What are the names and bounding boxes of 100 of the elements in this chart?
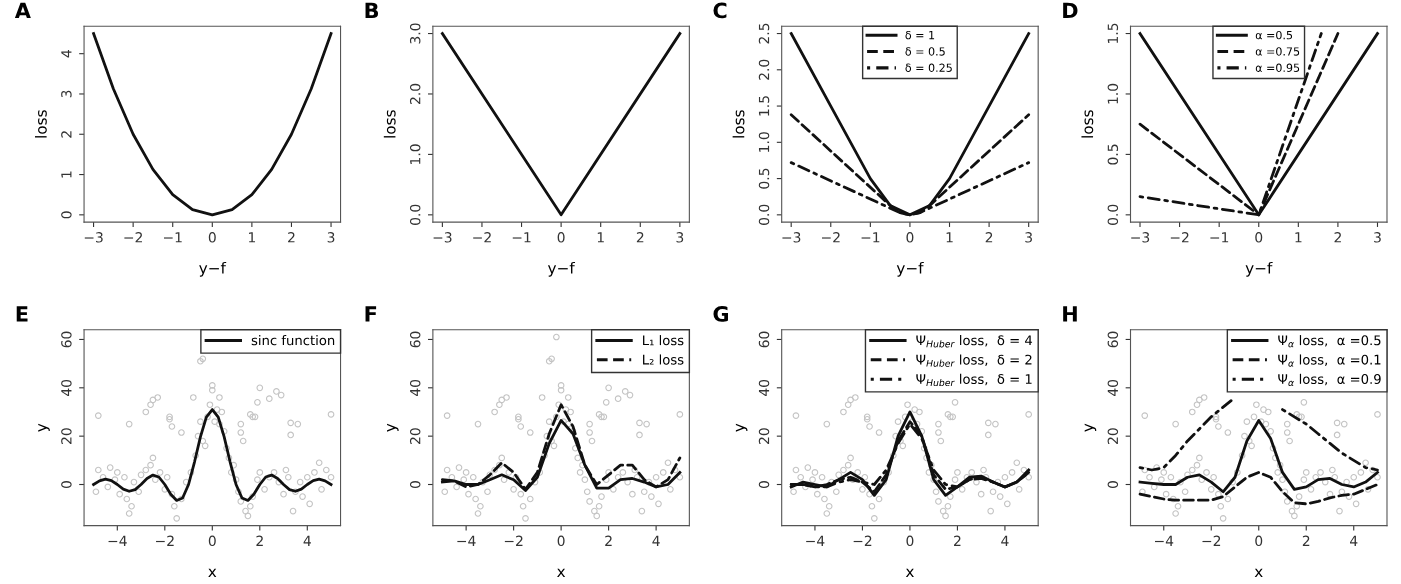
x-tick-label: −4	[108, 535, 127, 546]
x-tick-label: 4	[652, 535, 660, 546]
x-axis-title: x	[905, 568, 914, 578]
x-tick-label: 4	[1001, 535, 1009, 546]
x-tick-label: 0	[906, 232, 914, 243]
chart-title: A	[14, 2, 31, 19]
chart-title: H	[1063, 306, 1077, 322]
y-tick-label: 40	[409, 379, 421, 396]
x-tick-label: −3	[782, 232, 801, 243]
x-tick-label: −2	[1170, 232, 1189, 243]
y-axis-title: y	[387, 423, 399, 432]
legend-label: α =0.5	[1255, 30, 1293, 40]
y-tick-label: 0	[409, 481, 421, 489]
x-tick-label: −1	[512, 232, 531, 243]
x-tick-label: 3	[1025, 232, 1032, 243]
legend-label: Ψ$_{Huber}$ loss, δ = 2	[916, 354, 1032, 367]
x-tick-label: 0	[1255, 535, 1263, 547]
x-tick-label: 2	[1302, 535, 1310, 546]
y-tick-label: 0	[758, 481, 770, 489]
legend-label: δ = 0.5	[905, 47, 945, 56]
x-tick-label: −3	[1131, 232, 1150, 243]
x-tick-label: 0	[906, 535, 914, 547]
y-tick-label: 40	[758, 379, 770, 396]
legend-label: δ = 0.25	[905, 63, 952, 72]
chart-title: F	[365, 306, 377, 322]
x-tick-label: 0	[1255, 232, 1263, 243]
legend-label: Ψ$_{Huber}$ loss, δ = 4	[916, 335, 1033, 348]
y-tick-label: 4	[61, 50, 72, 58]
legend-label: α =0.95	[1255, 63, 1300, 72]
y-tick-label: 1	[61, 171, 72, 178]
x-tick-label: −1	[861, 232, 880, 243]
x-tick-label: 0	[557, 232, 565, 243]
y-tick-label: 2.0	[409, 83, 421, 104]
y-axis-title: loss	[35, 110, 47, 138]
x-tick-label: 2	[288, 232, 295, 243]
y-tick-label: 40	[61, 379, 72, 396]
y-axis-title: y	[38, 423, 50, 432]
x-axis-title: y−f	[199, 261, 227, 277]
y-tick-label: 20	[1107, 428, 1119, 444]
x-tick-label: −3	[433, 232, 452, 243]
y-axis-title: loss	[383, 110, 396, 138]
legend-label: Ψ$_{α}$ loss, α =0.9	[1278, 373, 1381, 387]
x-tick-label: 1	[597, 232, 604, 243]
y-tick-label: 20	[409, 428, 421, 444]
x-tick-label: −2	[473, 232, 491, 243]
y-axis-title: loss	[1081, 110, 1094, 138]
x-tick-label: −2	[124, 232, 142, 243]
x-tick-label: 4	[1350, 535, 1358, 546]
x-tick-label: 1	[1295, 232, 1302, 243]
x-tick-label: −1	[163, 232, 182, 243]
x-tick-label: −2	[853, 535, 872, 546]
y-tick-label: 3.0	[409, 23, 421, 44]
legend-label: L₁ loss	[643, 335, 684, 346]
x-axis-title: y−f	[547, 261, 576, 277]
x-tick-label: 2	[636, 232, 644, 243]
y-tick-label: 1.0	[758, 132, 770, 152]
x-tick-label: 1	[946, 232, 953, 243]
y-tick-label: 2.5	[758, 23, 770, 44]
x-tick-label: −2	[1202, 535, 1221, 546]
y-tick-label: 1.0	[409, 144, 421, 164]
x-axis-title: y−f	[896, 261, 924, 277]
x-tick-label: −1	[1210, 232, 1229, 243]
y-tick-label: 1.0	[1107, 83, 1119, 104]
chart-title: E	[16, 306, 28, 322]
chart-title: B	[365, 2, 379, 19]
x-tick-label: −4	[457, 535, 476, 546]
y-tick-label: 0	[61, 211, 72, 219]
x-tick-label: 4	[303, 535, 311, 546]
x-tick-label: −2	[822, 232, 840, 243]
legend-label: δ = 1	[905, 30, 935, 40]
legend-label: Ψ$_{Huber}$ loss, δ = 1	[916, 373, 1032, 387]
x-tick-label: 3	[1374, 232, 1381, 243]
x-tick-label: −2	[156, 535, 174, 546]
legend-label: α =0.75	[1255, 47, 1300, 56]
y-tick-label: 0.0	[1107, 204, 1119, 225]
x-tick-label: 0	[208, 535, 216, 547]
y-tick-label: 0	[61, 481, 72, 489]
chart-title: C	[713, 2, 727, 19]
y-tick-label: 60	[61, 331, 72, 348]
y-tick-label: 0.0	[409, 204, 421, 225]
x-tick-label: 3	[327, 232, 335, 243]
y-tick-label: 1.5	[1107, 23, 1119, 44]
x-tick-label: 0	[557, 535, 565, 547]
y-tick-label: 0.5	[758, 168, 770, 189]
y-tick-label: 2.0	[758, 59, 770, 80]
y-tick-label: 0.5	[1107, 144, 1119, 165]
x-tick-label: 1	[248, 232, 256, 243]
x-tick-label: 2	[605, 535, 612, 546]
chart-title: D	[1063, 2, 1078, 19]
x-axis-title: x	[208, 568, 217, 578]
y-tick-label: 40	[1107, 379, 1119, 396]
y-tick-label: 60	[409, 331, 421, 348]
y-tick-label: 2	[61, 131, 72, 138]
x-tick-label: −2	[504, 535, 523, 546]
y-tick-label: 20	[758, 428, 770, 444]
x-tick-label: 2	[985, 232, 993, 243]
y-tick-label: 60	[758, 331, 770, 348]
x-tick-label: 3	[676, 232, 684, 243]
x-tick-label: 2	[256, 535, 263, 546]
legend-label: sinc function	[251, 335, 335, 346]
